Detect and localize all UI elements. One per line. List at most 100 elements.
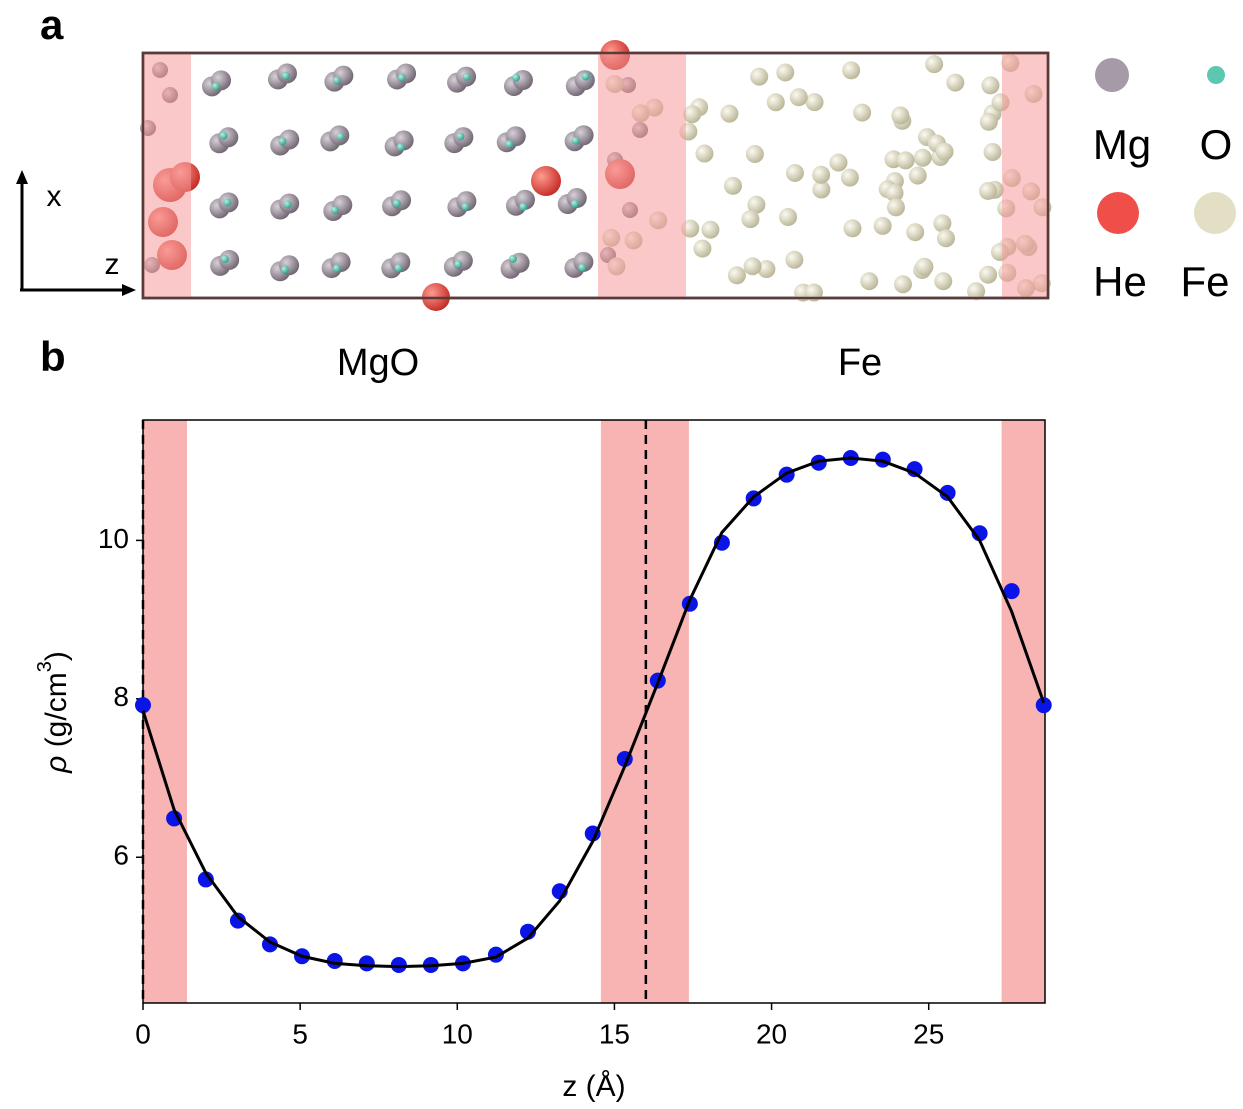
fe-atom: [750, 67, 769, 86]
o-atom: [578, 263, 587, 272]
legend-swatch: [1095, 58, 1129, 92]
fe-atom: [913, 148, 932, 167]
x-tick-label: 10: [442, 1018, 473, 1049]
o-atom: [581, 72, 590, 81]
legend-swatch: [1207, 66, 1225, 84]
y-label-part: 3: [34, 661, 56, 672]
density-plot: 0 5 10 15 20 25 6 8 10: [98, 419, 1052, 1049]
fe-atom: [908, 166, 927, 185]
mg-atom: [452, 250, 473, 271]
legend-label: He: [1093, 258, 1147, 305]
data-point: [229, 912, 246, 929]
fe-atom: [805, 93, 824, 112]
fe-atom: [766, 93, 785, 112]
legend-swatch: [1097, 192, 1139, 234]
o-atom: [456, 132, 465, 141]
fe-atom: [785, 250, 804, 269]
o-atom: [336, 132, 345, 141]
fe-atom: [843, 219, 862, 238]
region-label: MgO: [337, 342, 419, 384]
o-atom: [394, 263, 403, 272]
fe-atom: [812, 180, 831, 199]
legend-label: Fe: [1180, 258, 1229, 305]
data-point: [358, 955, 375, 972]
y-label-part: ρ: [40, 756, 73, 774]
o-atom: [505, 140, 514, 149]
fe-atom: [745, 145, 764, 164]
fe-atom: [886, 198, 905, 217]
data-point: [197, 871, 214, 888]
fe-atom: [981, 76, 1000, 95]
fe-atom: [785, 163, 804, 182]
x-tick-label: 0: [135, 1018, 151, 1049]
plot-frame: [142, 419, 1046, 1004]
o-atom: [211, 82, 220, 91]
fe-atom: [873, 216, 892, 235]
o-atom: [571, 136, 580, 145]
he-atom: [531, 166, 561, 196]
fe-atom: [896, 151, 915, 170]
fe-atom: [979, 112, 998, 131]
o-atom: [283, 200, 292, 209]
fe-atom: [979, 265, 998, 284]
x-axis-label: z (Å): [562, 1070, 625, 1103]
fit-line: [141, 456, 1046, 969]
fe-atom: [967, 282, 986, 301]
fe-atom: [695, 144, 714, 163]
fe-atom: [979, 181, 998, 200]
axes-indicator: x z: [16, 170, 136, 296]
fe-atom: [840, 168, 859, 187]
fe-atom: [894, 275, 913, 294]
fe-atom: [934, 272, 953, 291]
panel-label: b: [40, 333, 66, 380]
arrow-head: [16, 170, 28, 184]
x-tick-label: 25: [913, 1018, 944, 1049]
y-tick-label: 10: [98, 523, 129, 554]
interface-band: [143, 420, 187, 1003]
fe-atom: [727, 266, 746, 285]
fe-atom: [693, 239, 712, 258]
data-point: [939, 484, 956, 501]
fe-atom: [983, 142, 1002, 161]
fe-atom: [860, 272, 879, 291]
y-label-part: (g/cm: [40, 672, 73, 755]
fe-atom: [812, 165, 831, 184]
o-atom: [462, 72, 471, 81]
fe-atom: [829, 153, 848, 172]
o-atom: [220, 255, 229, 264]
snapshot-overlay: [141, 51, 1050, 300]
data-point: [520, 923, 536, 940]
o-atom: [508, 254, 517, 263]
o-atom: [281, 71, 290, 80]
arrow-head: [122, 284, 136, 296]
y-label-part: ): [40, 651, 73, 661]
axis-letter: z: [105, 248, 120, 281]
snapshot: [140, 40, 1052, 311]
cell-border: [141, 51, 1050, 300]
o-atom: [512, 73, 521, 82]
o-atom: [330, 206, 339, 215]
data-point: [135, 697, 151, 714]
legend-label: O: [1200, 121, 1233, 168]
fe-atom: [741, 210, 760, 229]
x-tick-label: 15: [599, 1018, 630, 1049]
o-atom: [570, 199, 579, 208]
o-atom: [223, 198, 232, 207]
region-label: Fe: [838, 342, 882, 384]
fe-atom: [720, 104, 739, 123]
o-atom: [392, 199, 401, 208]
fe-atom: [853, 103, 872, 122]
fe-atom: [915, 257, 934, 276]
fe-atom: [933, 214, 952, 233]
fe-atom: [747, 195, 766, 214]
o-atom: [461, 202, 470, 211]
fe-atom: [935, 142, 954, 161]
mg-atom: [456, 191, 477, 212]
o-atom: [454, 260, 463, 269]
o-atom: [397, 73, 406, 82]
fe-atom: [743, 257, 762, 276]
fe-atom: [779, 208, 798, 227]
legend: Mg O He Fe: [1093, 58, 1236, 305]
